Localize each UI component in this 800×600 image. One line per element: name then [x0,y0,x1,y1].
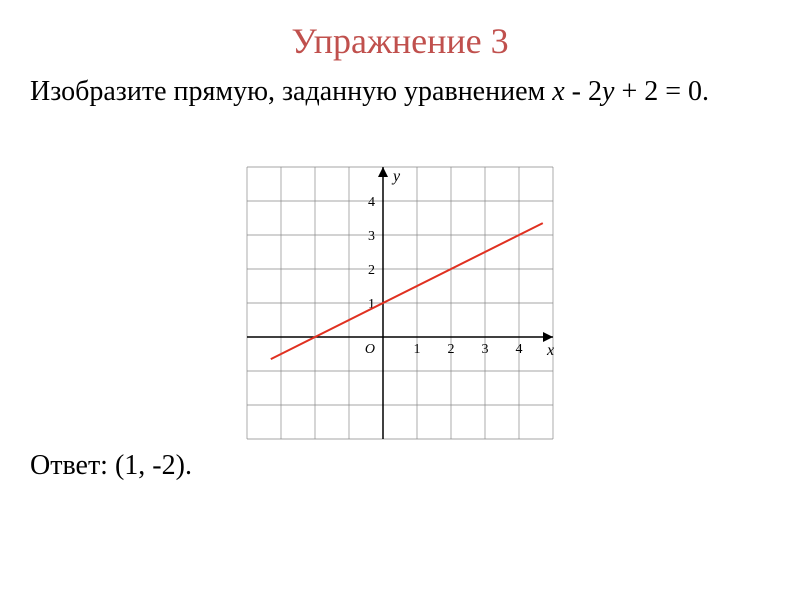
svg-text:2: 2 [448,342,455,357]
svg-text:O: O [365,342,375,357]
svg-text:1: 1 [414,342,421,357]
svg-text:y: y [391,168,401,185]
svg-text:3: 3 [368,229,375,244]
svg-text:3: 3 [482,342,489,357]
equation-var-x: x [552,76,564,107]
coordinate-graph: 12341234Oxy [245,165,555,445]
answer-label: Ответ: [30,450,108,481]
svg-text:4: 4 [516,342,523,357]
equation-mid: - 2 [565,76,602,107]
problem-statement: Изобразите прямую, заданную уравнением x… [0,72,800,111]
equation-var-y: y [602,76,614,107]
answer-line: Ответ: (1, -2). [30,450,192,482]
problem-prefix: Изобразите прямую, заданную уравнением [30,76,552,107]
svg-text:2: 2 [368,263,375,278]
answer-value: (1, -2). [108,450,192,481]
chart-svg: 12341234Oxy [245,165,555,441]
equation-end: + 2 = 0. [614,76,709,107]
title-text: Упражнение 3 [291,21,508,61]
svg-text:x: x [546,342,554,359]
svg-text:4: 4 [368,195,375,210]
exercise-title: Упражнение 3 [0,0,800,72]
